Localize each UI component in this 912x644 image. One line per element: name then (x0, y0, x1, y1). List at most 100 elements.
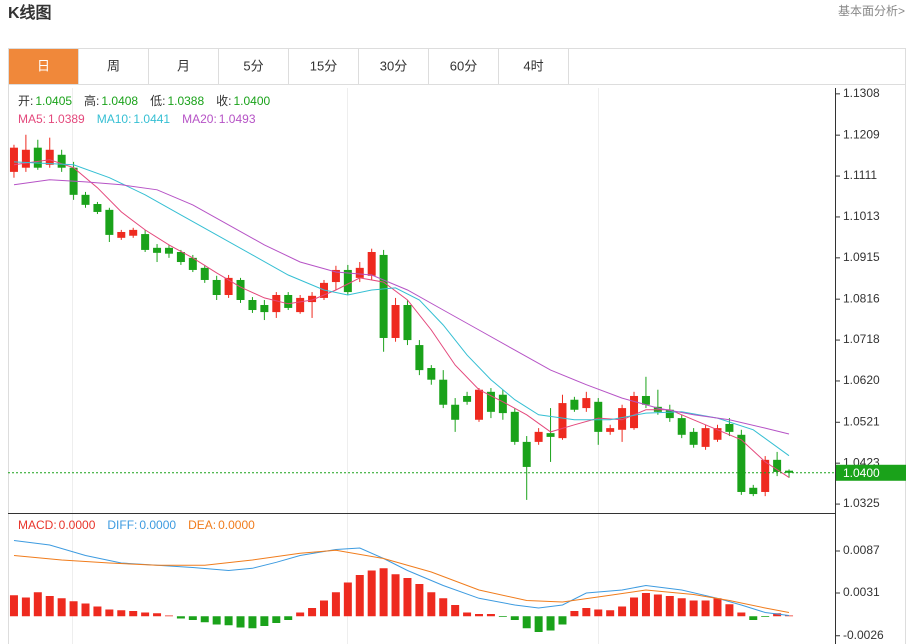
macd-bar (9, 595, 18, 617)
macd-bar (105, 609, 114, 617)
candle-body (9, 147, 18, 172)
candle-body (296, 297, 305, 313)
last-price-label: 1.0400 (843, 466, 880, 480)
macd-bar (606, 610, 615, 617)
legend-value: 1.0408 (101, 94, 138, 108)
tab-label[interactable]: 5分 (243, 58, 263, 73)
candle-body (725, 423, 734, 432)
legend-name: MA20: (182, 112, 217, 126)
macd-bar (463, 612, 472, 617)
candle-body (117, 231, 126, 238)
legend-value: 0.0000 (59, 518, 96, 532)
macd-bar (367, 570, 376, 617)
legend-value: 1.0441 (133, 112, 170, 126)
candle-body (522, 441, 531, 467)
y-tick-label: 1.0620 (843, 373, 880, 387)
tab-label[interactable]: 60分 (450, 58, 477, 73)
y-tick-label: -0.0026 (843, 628, 884, 642)
candle-body (510, 411, 519, 442)
macd-bar (665, 596, 674, 617)
candle-body (570, 399, 579, 410)
tab[interactable]: 月 (148, 48, 219, 85)
candle-body (641, 395, 650, 405)
tab[interactable]: 5分 (218, 48, 289, 85)
candle-body (630, 395, 639, 429)
candle-body (141, 234, 150, 250)
y-tick-label: 0.0087 (843, 543, 880, 557)
candle-body (773, 459, 782, 472)
candle-body (785, 470, 794, 473)
macd-bar (164, 615, 173, 617)
macd-bar (773, 613, 782, 617)
y-tick-label: 1.0915 (843, 250, 880, 264)
macd-bar (475, 614, 484, 617)
legend-name: 高: (84, 93, 99, 108)
macd-bar (486, 614, 495, 617)
macd-bar (45, 596, 54, 617)
candle-body (403, 305, 412, 341)
tab-box[interactable] (218, 48, 289, 85)
candle-body (427, 368, 436, 380)
tab[interactable]: 60分 (428, 48, 499, 85)
candle-body (665, 409, 674, 419)
macd-bar (427, 592, 436, 617)
candle-body (57, 154, 66, 168)
macd-bar (379, 568, 388, 617)
macd-bar (260, 616, 269, 626)
candle-body (308, 295, 317, 303)
y-tick-label: 1.0325 (843, 496, 880, 510)
tab[interactable]: 15分 (288, 48, 359, 85)
legend-value: 0.0000 (139, 518, 176, 532)
macd-bar (188, 616, 197, 620)
macd-bar (725, 604, 734, 617)
tab-box[interactable] (428, 48, 499, 85)
ma-line (13, 179, 790, 435)
tab[interactable]: 周 (78, 48, 149, 85)
candle-body (236, 279, 245, 300)
macd-bar (391, 574, 400, 617)
ma-line (13, 159, 790, 478)
tab[interactable]: 4时 (498, 48, 569, 85)
fundamental-link[interactable]: 基本面分析> (838, 4, 905, 18)
macd-bar (594, 609, 603, 617)
tab-box[interactable] (288, 48, 359, 85)
tab[interactable]: 30分 (358, 48, 429, 85)
legend-name: MA10: (97, 112, 132, 126)
candle-body (331, 269, 340, 283)
y-tick-label: 1.0521 (843, 414, 880, 428)
candle-body (284, 294, 293, 308)
macd-bar (224, 616, 233, 626)
y-tick-label: 1.1209 (843, 127, 880, 141)
macd-bar (308, 608, 317, 617)
candle-body (21, 149, 30, 168)
macd-bar (331, 592, 340, 617)
tab-label[interactable]: 周 (107, 58, 120, 73)
macd-line (13, 540, 790, 616)
candle-body (451, 404, 460, 420)
candle-body (618, 408, 627, 430)
candle-body (33, 147, 42, 168)
tab-box[interactable] (358, 48, 429, 85)
macd-bar (69, 601, 78, 617)
macd-bar (522, 616, 531, 629)
tab-box[interactable] (8, 48, 79, 85)
macd-bar (57, 598, 66, 617)
tab-label[interactable]: 4时 (523, 58, 543, 73)
candle-body (176, 252, 185, 263)
tab-label[interactable]: 30分 (380, 58, 407, 73)
macd-bar (403, 578, 412, 617)
tab-label[interactable]: 15分 (310, 58, 337, 73)
ma-line (13, 161, 790, 457)
macd-bar (534, 616, 543, 632)
legend-name: 低: (150, 94, 165, 108)
candle-body (200, 267, 209, 280)
candle-body (486, 391, 495, 412)
tab[interactable]: 日 (8, 48, 79, 85)
macd-bar (737, 612, 746, 617)
candle-body (105, 209, 114, 235)
candle-body (677, 418, 686, 435)
tab-label[interactable]: 月 (177, 58, 190, 73)
tab-box[interactable] (498, 48, 569, 85)
tab-label[interactable]: 日 (37, 58, 50, 73)
legend-value: 0.0000 (218, 518, 255, 532)
